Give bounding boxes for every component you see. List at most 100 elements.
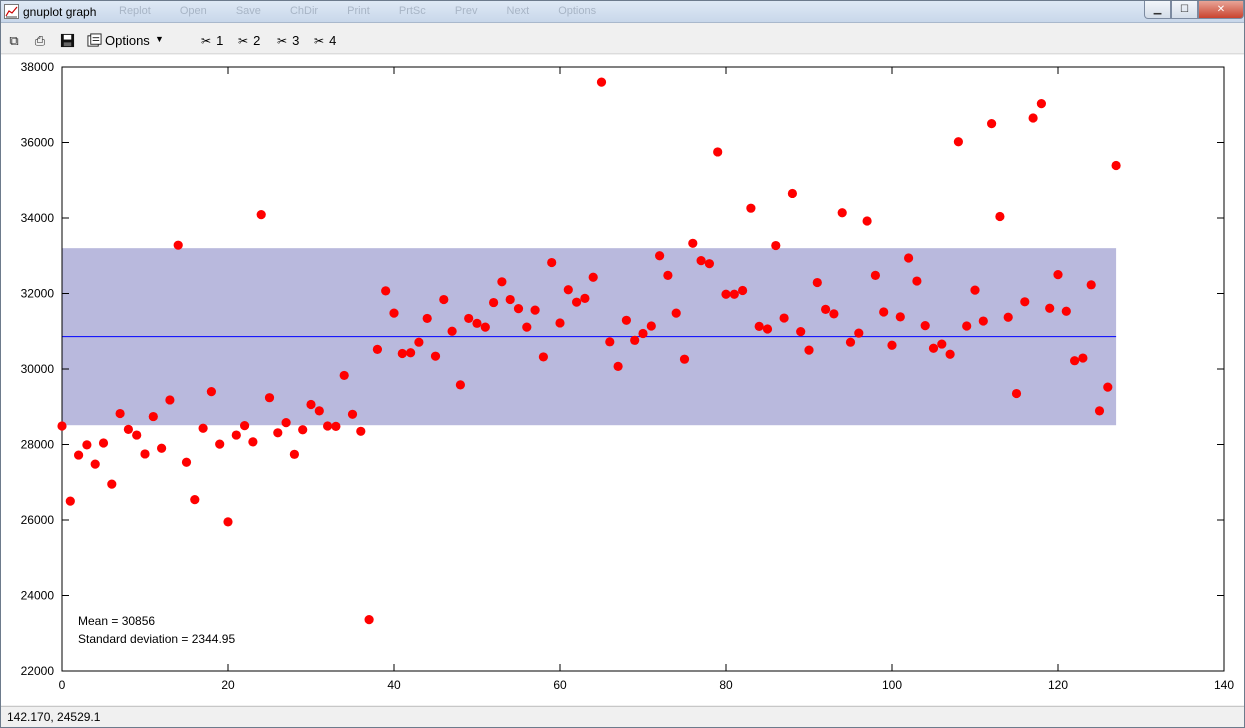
y-tick-label: 28000 [21, 438, 55, 452]
data-point [1036, 99, 1046, 109]
data-point [314, 406, 324, 416]
scatter-chart[interactable]: 0 20 40 60 80 100 120 140 22000 24000 26000 28000 30… [1, 55, 1244, 705]
plot-canvas[interactable]: 0 20 40 60 80 100 120 140 22000 24000 26000 28000 30… [1, 55, 1244, 705]
floppy-icon[interactable] [59, 33, 75, 49]
data-point [140, 449, 150, 459]
mean-annotation: Mean = 30856 [78, 614, 155, 628]
tool-button-4[interactable]: ✂ 4 [314, 33, 336, 48]
y-tick-label: 22000 [21, 664, 55, 678]
tool-button-2[interactable]: ✂ 2 [238, 33, 260, 48]
data-point [74, 450, 84, 460]
data-point [65, 496, 75, 506]
data-point [630, 335, 640, 345]
data-point [198, 423, 208, 433]
data-point [920, 320, 930, 331]
data-point [746, 203, 756, 213]
data-point [372, 344, 382, 354]
data-point [439, 294, 449, 305]
data-point [522, 322, 532, 332]
data-point [264, 393, 275, 403]
data-point [646, 321, 656, 331]
data-point [870, 270, 881, 280]
data-point [555, 318, 565, 328]
data-point [281, 418, 291, 428]
data-point [422, 313, 432, 324]
data-point [1028, 113, 1038, 123]
data-point [1011, 388, 1022, 399]
y-tick-label: 30000 [21, 362, 55, 376]
y-tick-label: 32000 [21, 287, 55, 301]
data-point [90, 459, 100, 469]
data-point [1086, 280, 1096, 290]
data-point [57, 421, 67, 431]
data-point [588, 272, 598, 282]
data-point [447, 326, 457, 336]
axis-ticks: 0 20 40 60 80 100 120 140 22000 24000 26000 28000 30… [21, 60, 1235, 692]
options-menu-button[interactable]: Options [105, 33, 150, 48]
title-bar[interactable]: gnuplot graph Replot Open Save ChDir Pri… [1, 1, 1244, 23]
data-point [945, 349, 955, 359]
close-button[interactable]: ✕ [1198, 1, 1244, 19]
data-point [962, 321, 972, 331]
x-tick-label: 140 [1214, 678, 1234, 692]
data-point [837, 208, 847, 218]
tool-label: 4 [329, 33, 337, 48]
window-title: gnuplot graph [23, 5, 97, 19]
data-point [663, 270, 673, 280]
data-point [190, 495, 200, 505]
data-point [845, 337, 856, 347]
scissors-icon: ✂ [238, 34, 249, 48]
data-point [505, 294, 515, 305]
ghost-menu-item: Prev [454, 5, 478, 17]
data-point [953, 137, 964, 147]
ghost-menu-item: Open [179, 5, 207, 17]
data-point [82, 440, 92, 450]
data-point [364, 615, 374, 625]
data-point [721, 289, 731, 299]
data-point [256, 210, 266, 220]
scissors-icon: ✂ [201, 34, 212, 48]
data-point [115, 408, 125, 419]
data-point [132, 430, 142, 440]
data-point [655, 251, 665, 261]
data-point [389, 308, 399, 318]
data-point [406, 348, 416, 358]
data-point [754, 321, 764, 331]
data-point [1111, 160, 1121, 171]
data-points [57, 77, 1121, 625]
stddev-annotation: Standard deviation = 2344.95 [78, 632, 235, 646]
tool-button-3[interactable]: ✂ 3 [277, 33, 299, 48]
data-point [580, 293, 590, 304]
copy-icon[interactable]: ⧉ [9, 33, 19, 48]
data-point [970, 285, 980, 295]
options-icon[interactable] [86, 33, 102, 49]
data-point [995, 211, 1005, 222]
data-point [538, 352, 549, 362]
data-point [1061, 306, 1071, 316]
y-tick-label: 34000 [21, 211, 55, 225]
ghost-menu-item: Next [506, 5, 530, 17]
tool-button-1[interactable]: ✂ 1 [201, 33, 223, 48]
chevron-down-icon[interactable]: ▼ [155, 34, 164, 44]
maximize-button[interactable]: ☐ [1171, 1, 1198, 19]
data-point [206, 387, 216, 397]
data-point [771, 240, 781, 251]
data-point [987, 119, 997, 129]
data-point [298, 425, 308, 435]
data-point [1103, 382, 1113, 392]
data-point [978, 316, 988, 326]
ghost-menu-item: ChDir [289, 5, 319, 17]
data-point [1045, 303, 1055, 313]
data-point [904, 253, 914, 263]
status-bar: 142.170, 24529.1 [1, 706, 1244, 727]
data-point [547, 257, 557, 268]
data-point [671, 308, 681, 318]
data-point [696, 256, 706, 266]
printer-icon[interactable]: ⎙ [34, 33, 46, 48]
data-point [347, 409, 358, 419]
data-point [779, 313, 789, 323]
data-point [679, 354, 690, 364]
x-tick-label: 0 [59, 678, 66, 692]
data-point [464, 313, 474, 324]
minimize-button[interactable]: ▁ [1144, 1, 1171, 19]
